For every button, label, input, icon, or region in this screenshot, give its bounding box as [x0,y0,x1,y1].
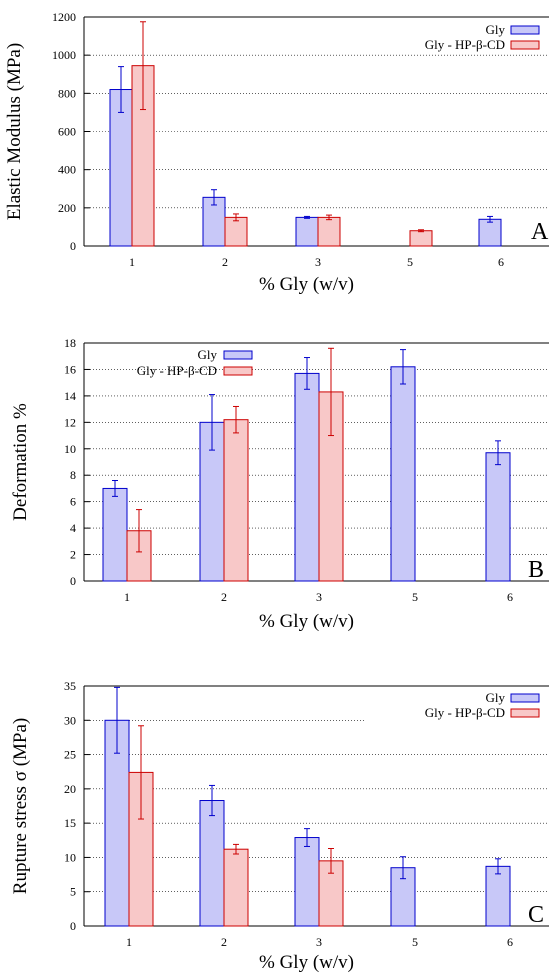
y-tick-label: 800 [58,86,76,100]
bar [409,230,433,247]
x-tick-label: 6 [498,255,504,269]
y-tick-label: 8 [70,468,76,482]
y-tick-label: 0 [70,919,76,933]
x-tick-label: 3 [315,255,321,269]
legend-swatch [510,693,540,703]
y-tick-label: 0 [70,574,76,588]
y-axis-title: Rupture stress σ (MPa) [10,718,31,894]
bar [126,530,152,582]
y-tick-label: 600 [58,125,76,139]
y-tick-label: 1000 [52,48,76,62]
bar [199,800,225,927]
y-tick-label: 35 [64,679,76,693]
y-tick-label: 200 [58,201,76,215]
x-axis-title: % Gly (w/v) [259,611,354,632]
x-tick-label: 3 [316,935,322,949]
y-tick-label: 0 [70,239,76,253]
bar [224,216,248,247]
legend-label: Gly - HP-β-CD [137,363,217,378]
x-axis-title: % Gly (w/v) [259,952,354,973]
y-tick-label: 20 [64,782,76,796]
bar [485,865,511,927]
bar [223,419,249,582]
x-tick-label: 5 [412,590,418,604]
legend-swatch [223,350,253,360]
bar [294,837,320,927]
x-tick-label: 1 [126,935,132,949]
bar [485,452,511,582]
y-tick-label: 30 [64,713,76,727]
y-axis-title: Elastic Modulus (MPa) [4,43,25,220]
bar [102,487,128,582]
y-tick-label: 15 [64,816,76,830]
bar [109,89,133,247]
legend-swatch [510,708,540,718]
x-tick-label: 5 [407,255,413,269]
y-tick-label: 6 [70,495,76,509]
x-tick-label: 1 [124,590,130,604]
x-tick-label: 1 [129,255,135,269]
x-axis-title: % Gly (w/v) [259,274,354,295]
y-tick-label: 14 [64,389,76,403]
legend-label: Gly [198,347,218,362]
panel-label: B [528,557,544,583]
legend-label: Gly [486,22,506,37]
x-tick-label: 2 [221,935,227,949]
bar [223,848,249,927]
x-tick-label: 6 [507,590,513,604]
x-tick-label: 2 [222,255,228,269]
legend-label: Gly - HP-β-CD [425,37,505,52]
x-tick-label: 2 [221,590,227,604]
bar [295,216,319,247]
x-tick-label: 6 [507,935,513,949]
legend-label: Gly - HP-β-CD [425,705,505,720]
y-tick-label: 10 [64,850,76,864]
y-tick-label: 4 [70,521,76,535]
y-tick-label: 25 [64,748,76,762]
y-tick-label: 18 [64,336,76,350]
y-tick-label: 2 [70,548,76,562]
bar [390,366,416,582]
legend-swatch [223,366,253,376]
bar [317,216,341,247]
x-tick-label: 5 [412,935,418,949]
y-tick-label: 10 [64,442,76,456]
x-tick-label: 3 [316,590,322,604]
bar [294,372,320,582]
panel-label: A [531,219,549,245]
y-tick-label: 16 [64,362,76,376]
legend-swatch [510,40,540,50]
legend-label: Gly [486,690,506,705]
y-tick-label: 12 [64,415,76,429]
y-tick-label: 5 [70,885,76,899]
y-tick-label: 400 [58,163,76,177]
bar [478,218,502,247]
y-axis-title: Deformation % [10,403,31,521]
legend-swatch [510,25,540,35]
y-tick-label: 1200 [52,10,76,24]
panel-label: C [528,902,544,928]
